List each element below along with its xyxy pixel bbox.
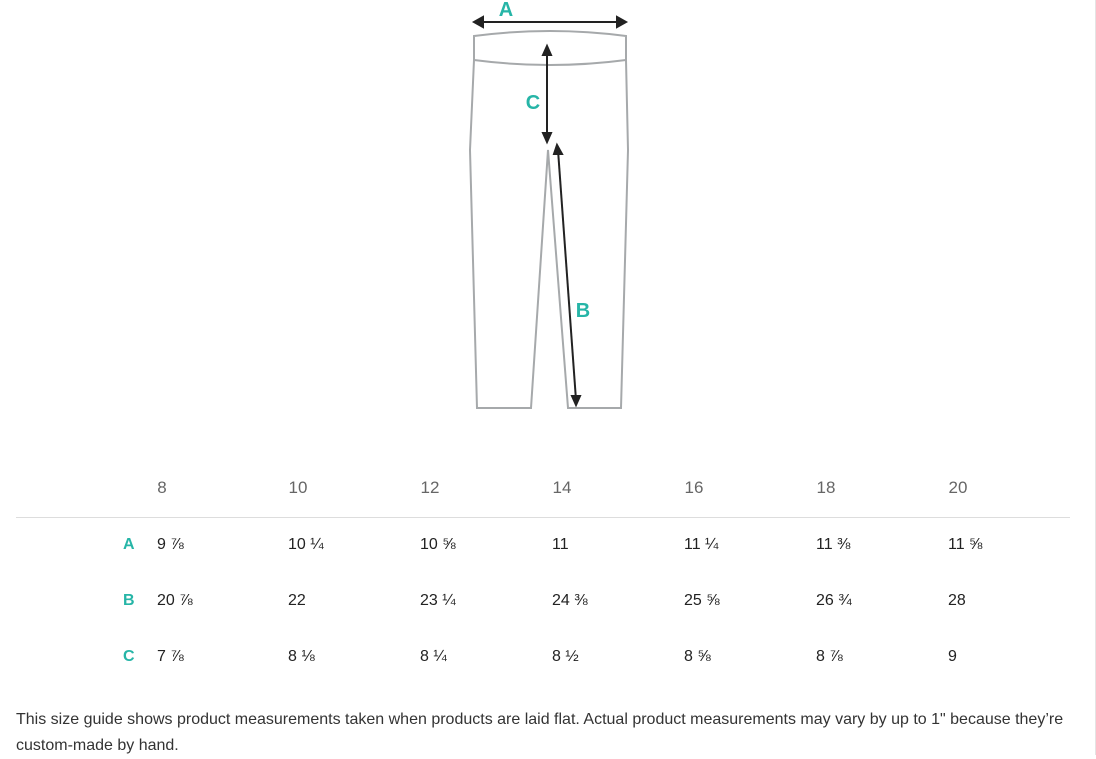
table-cell: 8 ⅝	[684, 648, 711, 665]
row-label: C	[123, 648, 135, 665]
table-cell: 10 ⅝	[420, 536, 456, 553]
table-cell: 25 ⅝	[684, 592, 720, 609]
table-cell: 8 ⅞	[816, 648, 843, 665]
size-header: 16	[684, 478, 704, 497]
label-a: A	[499, 0, 513, 21]
label-c: C	[526, 92, 540, 114]
table-cell: 8 ¼	[420, 648, 447, 665]
table-cell: 11 ⅝	[948, 536, 983, 553]
size-header: 18	[816, 478, 836, 497]
size-header: 10	[288, 478, 308, 497]
table-cell: 10 ¼	[288, 536, 324, 553]
table-cell: 26 ¾	[816, 592, 852, 609]
row-label: B	[123, 592, 135, 609]
table-cell: 7 ⅞	[157, 648, 184, 665]
table-cell: 8 ½	[552, 648, 579, 665]
label-b: B	[576, 300, 590, 322]
table-cell: 20 ⅞	[157, 592, 193, 609]
table-cell: 9 ⅞	[157, 536, 184, 553]
table-cell: 11 ⅜	[816, 536, 851, 553]
table-cell: 24 ⅜	[552, 592, 588, 609]
size-guide-note: This size guide shows product measuremen…	[16, 711, 1064, 754]
table-cell: 22	[288, 592, 306, 609]
pants-diagram: A C B	[468, 0, 630, 409]
pants-outline	[468, 30, 630, 409]
size-header: 12	[420, 478, 440, 497]
table-cell: 11	[552, 536, 569, 553]
size-header: 20	[948, 478, 968, 497]
table-cell: 23 ¼	[420, 592, 456, 609]
table-cell: 9	[948, 648, 957, 665]
table-cell: 8 ⅛	[288, 648, 315, 665]
size-header: 8	[157, 478, 167, 497]
row-label: A	[123, 536, 135, 553]
arrow-b	[557, 149, 577, 401]
size-header: 14	[552, 478, 572, 497]
table-cell: 28	[948, 592, 966, 609]
table-cell: 11 ¼	[684, 536, 719, 553]
header-divider	[16, 517, 1070, 518]
